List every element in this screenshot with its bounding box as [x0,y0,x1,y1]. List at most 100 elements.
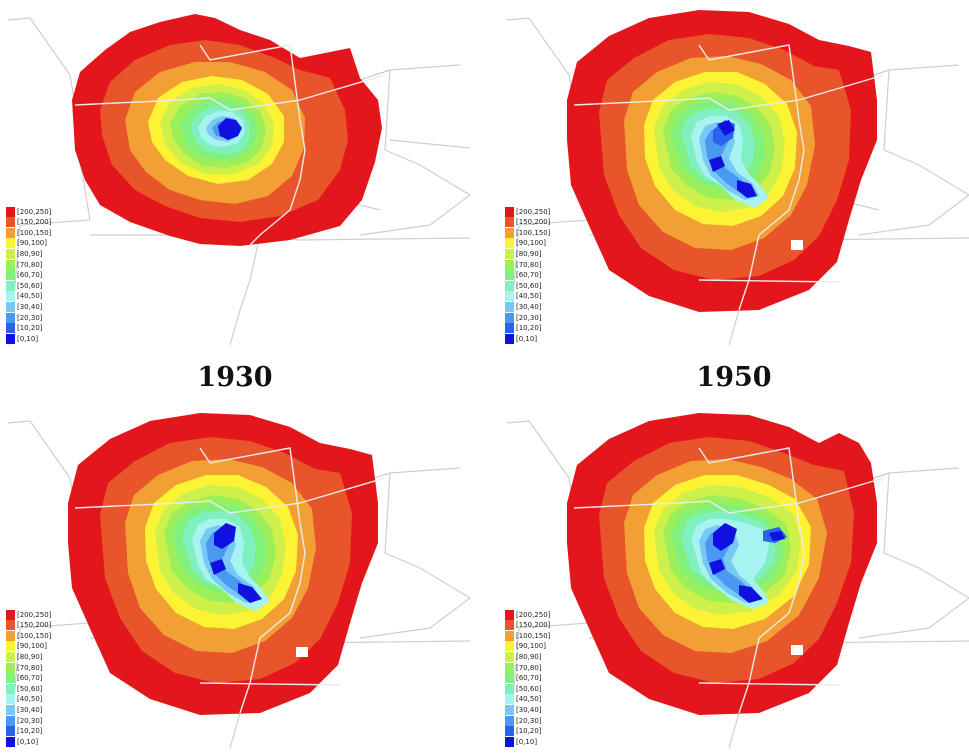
legend-swatch [505,248,514,259]
legend-label: [30,40] [17,705,43,714]
legend-entry: [200,250] [6,609,51,620]
heat-field [567,10,877,312]
legend-label: [10,20] [516,324,542,333]
legend-swatch [505,694,514,705]
legend-label: [90,100] [17,239,47,248]
no-data-cell [791,645,803,655]
legend-label: [50,60] [516,281,542,290]
legend-swatch [6,280,15,291]
legend-entry: [100,150] [505,227,550,238]
legend-swatch [6,694,15,705]
legend-entry: [60,70] [505,673,550,684]
legend-entry: [150,200] [6,620,51,631]
legend-entry: [10,20] [6,323,51,334]
map-panel-1: [200,250] [150,200] [100,150] [90,100] [80,9… [0,0,470,350]
legend-label: [30,40] [516,705,542,714]
legend-label: [60,70] [516,271,542,280]
legend-swatch [6,238,15,249]
legend-swatch [505,301,514,312]
legend-label: [80,90] [516,652,542,661]
legend-swatch [505,333,514,344]
legend-label: [70,80] [516,260,542,269]
legend-label: [60,70] [17,271,43,280]
legend-rows: [200,250] [150,200] [100,150] [90,100] [80,9… [6,609,51,747]
legend-entry: [10,20] [6,726,51,737]
legend-label: [0,10] [17,737,39,746]
legend-label: [200,250] [17,610,52,619]
legend-label: [20,30] [17,313,43,322]
legend-label: [20,30] [516,313,542,322]
legend-entry: [200,250] [505,609,550,620]
legend-4: [200,250] [150,200] [100,150] [90,100] [80,9… [505,609,550,747]
legend-entry: [80,90] [6,651,51,663]
no-data-cell [296,647,308,657]
legend-swatch [505,662,514,673]
legend-label: [30,40] [17,302,43,311]
legend-entry: [60,70] [505,270,550,281]
map-caption-2: 1950 [696,362,772,393]
legend-entry: [150,200] [6,217,51,228]
legend-entry: [10,20] [505,323,550,334]
legend-label: [100,150] [516,631,551,640]
legend-swatch [505,641,514,652]
inner-borders [573,44,885,311]
legend-entry: [50,60] [6,683,51,694]
legend-swatch [6,662,15,673]
legend-label: [70,80] [17,260,43,269]
legend-entry: [40,50] [505,694,550,705]
legend-label: [40,50] [516,695,542,704]
legend-entry: [0,10] [505,333,550,344]
legend-swatch [6,736,15,747]
legend-swatch [505,609,514,620]
legend-swatch [6,641,15,652]
legend-label: [20,30] [516,716,542,725]
legend-swatch [6,609,15,620]
legend-swatch [505,726,514,737]
choropleth-map-1 [7,14,470,346]
legend-entry: [0,10] [6,736,51,747]
legend-label: [10,20] [516,727,542,736]
inner-borders [74,44,386,246]
legend-entry: [90,100] [6,641,51,652]
legend-swatch [505,217,514,228]
legend-entry: [50,60] [6,280,51,291]
legend-swatch [6,301,15,312]
legend-label: [200,250] [516,207,551,216]
heat-field [72,14,382,246]
legend-label: [200,250] [516,610,551,619]
legend-entry: [150,200] [505,620,550,631]
inner-borders [573,447,885,714]
map-panel-4: [200,250] [150,200] [100,150] [90,100] [80,9… [499,403,969,753]
legend-swatch [505,206,514,217]
legend-label: [70,80] [17,663,43,672]
legend-entry: [80,90] [505,651,550,663]
legend-entry: [40,50] [6,694,51,705]
legend-label: [50,60] [17,684,43,693]
legend-swatch [6,259,15,270]
legend-entry: [70,80] [505,662,550,673]
legend-label: [40,50] [17,695,43,704]
legend-label: [150,200] [17,621,52,630]
inner-borders [74,447,386,714]
legend-label: [10,20] [17,324,43,333]
legend-label: [90,100] [17,642,47,651]
legend-entry: [100,150] [505,630,550,641]
legend-entry: [60,70] [6,673,51,684]
legend-entry: [100,150] [6,227,51,238]
map-caption-1: 1930 [197,362,273,393]
legend-entry: [30,40] [505,704,550,716]
legend-swatch [505,704,514,715]
legend-swatch [505,630,514,641]
legend-swatch [6,323,15,334]
legend-entry: [70,80] [6,662,51,673]
legend-label: [80,90] [17,652,43,661]
legend-label: [30,40] [516,302,542,311]
legend-entry: [50,60] [505,683,550,694]
legend-label: [20,30] [17,716,43,725]
legend-label: [90,100] [516,239,546,248]
legend-label: [150,200] [516,218,551,227]
legend-swatch [6,704,15,715]
legend-entry: [80,90] [6,248,51,260]
legend-label: [60,70] [516,674,542,683]
legend-label: [70,80] [516,663,542,672]
